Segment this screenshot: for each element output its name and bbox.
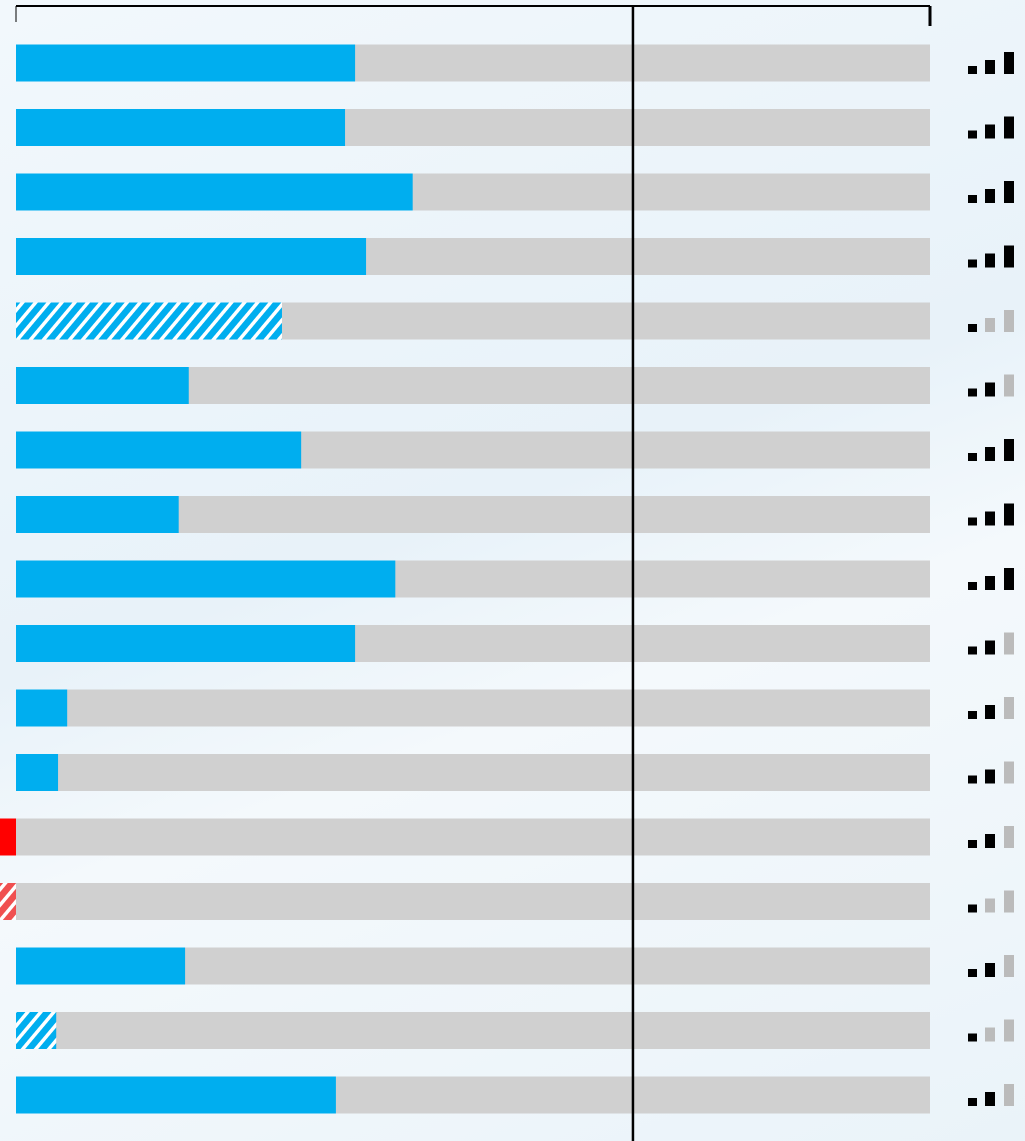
signal-icon	[968, 503, 1014, 526]
signal-bar	[968, 969, 977, 977]
bar	[16, 109, 346, 146]
signal-icon	[968, 761, 1014, 784]
signal-bar	[985, 253, 995, 268]
signal-icon	[968, 1084, 1014, 1106]
bar	[0, 818, 16, 856]
signal-bar	[1004, 503, 1014, 526]
bar	[16, 44, 356, 82]
bar	[16, 302, 282, 340]
signal-bar	[985, 769, 995, 784]
signal-bar	[968, 453, 977, 461]
signal-bar	[1004, 245, 1014, 268]
signal-icon	[968, 1019, 1014, 1042]
signal-bar	[1004, 439, 1014, 461]
signal-bar	[985, 447, 995, 461]
bar	[16, 431, 302, 469]
signal-bar	[985, 1027, 995, 1042]
bar	[16, 1012, 57, 1049]
signal-icon	[968, 890, 1014, 913]
signal-icon	[968, 374, 1014, 397]
signal-bar	[1004, 632, 1014, 655]
signal-bar	[968, 324, 977, 332]
bar	[16, 238, 367, 275]
signal-icon	[968, 568, 1014, 590]
signal-bar	[968, 130, 977, 139]
bar	[16, 947, 186, 985]
signal-icon	[968, 826, 1014, 848]
signal-bar	[968, 517, 977, 526]
bar-track	[16, 1012, 930, 1049]
signal-bar	[968, 711, 977, 719]
signal-icon	[968, 52, 1014, 74]
signal-bar	[985, 60, 995, 74]
bar	[16, 754, 59, 791]
signal-bar	[1004, 761, 1014, 784]
bar-track	[16, 818, 930, 856]
signal-bar	[968, 1098, 977, 1106]
bar-track	[16, 689, 930, 727]
signal-bar	[1004, 310, 1014, 332]
bar	[16, 496, 179, 533]
bar	[0, 883, 16, 920]
signal-icon	[968, 439, 1014, 461]
signal-bar	[985, 576, 995, 590]
signal-bar	[985, 963, 995, 977]
signal-bar	[985, 318, 995, 332]
signal-bar	[985, 640, 995, 655]
signal-icon	[968, 697, 1014, 719]
signal-bar	[1004, 955, 1014, 977]
signal-icon	[968, 245, 1014, 268]
bar-track	[16, 754, 930, 791]
signal-bar	[1004, 116, 1014, 139]
signal-bar	[1004, 52, 1014, 74]
signal-bar	[968, 388, 977, 397]
signal-bar	[1004, 1019, 1014, 1042]
signal-bar	[1004, 890, 1014, 913]
bar	[16, 367, 189, 404]
signal-bar	[1004, 568, 1014, 590]
signal-bar	[985, 898, 995, 913]
signal-bar	[968, 775, 977, 784]
signal-bar	[1004, 1084, 1014, 1106]
signal-bar	[968, 582, 977, 590]
signal-bar	[985, 189, 995, 203]
bar	[16, 1076, 336, 1114]
signal-bar	[968, 904, 977, 913]
signal-bar	[968, 259, 977, 268]
signal-bar	[968, 1033, 977, 1042]
signal-bar	[968, 646, 977, 655]
signal-bar	[1004, 181, 1014, 203]
signal-bar	[985, 1092, 995, 1106]
signal-bar	[985, 511, 995, 526]
signal-bar	[1004, 826, 1014, 848]
signal-icon	[968, 181, 1014, 203]
signal-bar	[985, 705, 995, 719]
bar	[16, 173, 413, 211]
signal-icon	[968, 955, 1014, 977]
signal-icon	[968, 632, 1014, 655]
signal-bar	[968, 840, 977, 848]
signal-bar	[985, 382, 995, 397]
signal-bar	[1004, 697, 1014, 719]
signal-bar	[968, 66, 977, 74]
signal-icon	[968, 116, 1014, 139]
bar	[16, 625, 356, 662]
signal-bar	[968, 195, 977, 203]
bar	[16, 560, 396, 598]
signal-icon	[968, 310, 1014, 332]
bar-track	[16, 883, 930, 920]
signal-bar	[1004, 374, 1014, 397]
bar	[16, 689, 68, 727]
signal-bar	[985, 834, 995, 848]
signal-bar	[985, 124, 995, 139]
